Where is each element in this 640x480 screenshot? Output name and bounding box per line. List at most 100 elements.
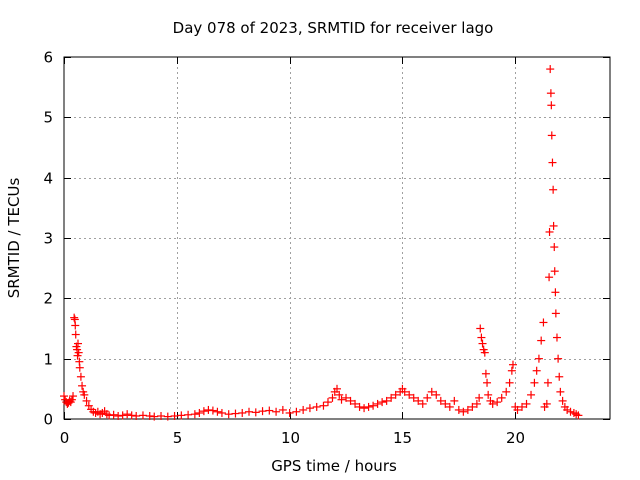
data-point (78, 381, 87, 390)
data-point (204, 405, 213, 414)
data-point (409, 393, 418, 402)
data-point (574, 411, 583, 420)
data-point (551, 309, 560, 318)
x-axis-label: GPS time / hours (271, 457, 397, 475)
data-point (550, 267, 559, 276)
y-tick-label: 5 (43, 109, 53, 127)
data-point (423, 393, 432, 402)
data-point (493, 398, 502, 407)
data-points (60, 65, 583, 421)
data-point (450, 396, 459, 405)
data-point (346, 396, 355, 405)
data-point (445, 402, 454, 411)
data-point (60, 392, 68, 401)
data-point (71, 321, 80, 330)
data-point (312, 402, 321, 411)
data-point (551, 288, 560, 297)
data-point (157, 411, 166, 420)
data-point (378, 398, 387, 407)
data-point (199, 407, 208, 416)
data-point (558, 396, 567, 405)
data-point (566, 407, 575, 416)
data-point (114, 411, 123, 420)
data-point (387, 393, 396, 402)
data-point (472, 399, 481, 408)
data-point (539, 318, 548, 327)
data-point (513, 405, 522, 414)
data-point (213, 407, 222, 416)
data-point (556, 387, 565, 396)
data-point (555, 372, 564, 381)
data-point (217, 408, 226, 417)
data-point (563, 405, 572, 414)
data-point (76, 372, 85, 381)
data-point (546, 89, 555, 98)
data-point (546, 65, 555, 74)
data-point (549, 185, 558, 194)
data-point (432, 390, 441, 399)
data-point (522, 399, 531, 408)
data-point (105, 411, 114, 420)
x-tick-label: 5 (173, 429, 183, 447)
data-point (542, 399, 551, 408)
data-point (71, 330, 80, 339)
data-point (73, 339, 82, 348)
data-point (427, 387, 436, 396)
data-point (545, 227, 554, 236)
data-point (145, 411, 154, 420)
data-point (251, 408, 260, 417)
data-point (405, 390, 414, 399)
chart-title: Day 078 of 2023, SRMTID for receiver lag… (173, 19, 494, 37)
data-point (292, 407, 301, 416)
data-point (364, 402, 373, 411)
y-tick-label: 6 (43, 49, 53, 67)
data-point (476, 324, 485, 333)
data-point (342, 393, 351, 402)
data-point (224, 410, 233, 419)
data-point (518, 402, 527, 411)
data-point (258, 407, 267, 416)
data-point (351, 399, 360, 408)
data-point (418, 399, 427, 408)
y-tick-label: 2 (43, 290, 53, 308)
data-point (75, 363, 84, 372)
data-point (530, 378, 539, 387)
y-tick-label: 0 (43, 411, 53, 429)
x-tick-label: 15 (393, 429, 412, 447)
data-point (319, 401, 328, 410)
data-point (543, 378, 552, 387)
x-tick-label: 0 (60, 429, 70, 447)
data-point (463, 405, 472, 414)
data-point (163, 412, 172, 421)
data-point (285, 408, 294, 417)
data-point (537, 336, 546, 345)
data-point (468, 402, 477, 411)
data-point (373, 399, 382, 408)
data-point (265, 406, 274, 415)
data-point (382, 396, 391, 405)
data-point (355, 402, 364, 411)
data-point (323, 398, 332, 407)
data-point (67, 395, 76, 404)
data-point (548, 158, 557, 167)
data-point (231, 409, 240, 418)
grid-lines (64, 57, 610, 419)
data-point (545, 273, 554, 282)
data-point (481, 369, 490, 378)
y-tick-label: 4 (43, 170, 53, 188)
data-point (477, 333, 486, 342)
data-point (391, 390, 400, 399)
data-point (238, 408, 247, 417)
data-point (278, 405, 287, 414)
data-point (305, 404, 314, 413)
data-point (190, 410, 199, 419)
data-point (138, 411, 147, 420)
data-point (436, 396, 445, 405)
data-point (534, 354, 543, 363)
data-point (527, 390, 536, 399)
x-tick-label: 20 (506, 429, 525, 447)
data-point (333, 384, 341, 393)
data-point (488, 399, 497, 408)
data-point (335, 390, 344, 399)
data-point (69, 392, 78, 401)
